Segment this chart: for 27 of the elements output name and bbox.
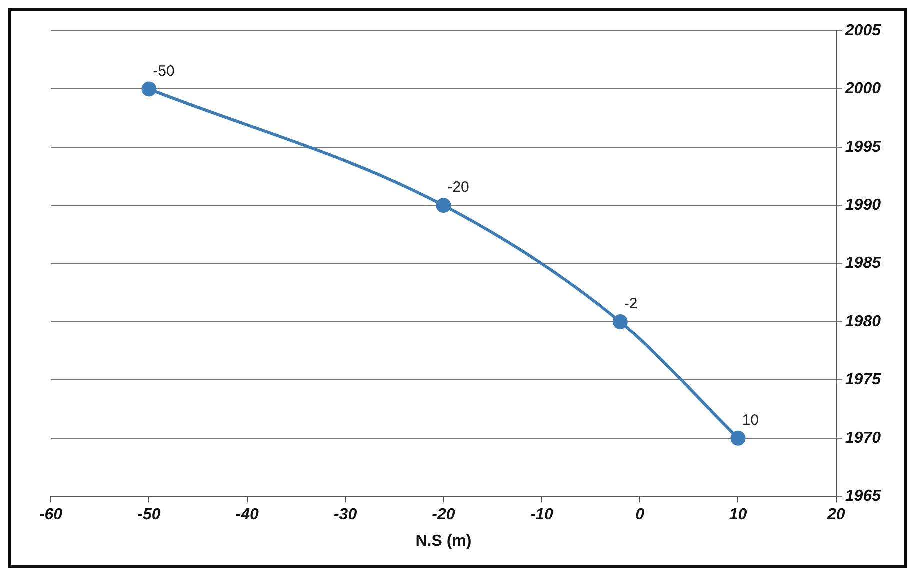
x-tick-label: -60 xyxy=(39,506,63,524)
x-tick-label: -40 xyxy=(236,506,260,524)
x-tick-label: -10 xyxy=(530,506,554,524)
y-tick-label: 1990 xyxy=(845,197,882,214)
point xyxy=(612,314,628,330)
y-tick-label: 1965 xyxy=(845,488,882,506)
annotation: 10 xyxy=(742,412,759,430)
annotation: -50 xyxy=(153,62,175,80)
y-tick-label: 1975 xyxy=(845,372,882,389)
y-tick-label: 2005 xyxy=(844,22,882,40)
annotation: -2 xyxy=(624,296,638,313)
x-tick-label: -50 xyxy=(138,506,161,524)
y-tick-label: 1995 xyxy=(845,138,882,156)
x-tick-label: -20 xyxy=(432,506,456,524)
point xyxy=(730,430,746,446)
x-tick-label: 0 xyxy=(636,506,645,524)
x-tick-label: 20 xyxy=(826,506,846,524)
y-tick-label: 1985 xyxy=(845,255,882,272)
point xyxy=(436,198,452,214)
y-tick-label: 1980 xyxy=(845,313,882,330)
y-tick-label: 2000 xyxy=(844,80,882,98)
x-tick-label: -30 xyxy=(334,506,358,524)
point xyxy=(142,82,157,97)
x-tick-label: 10 xyxy=(729,506,748,524)
x-axis-title: N.S (m) xyxy=(416,532,472,550)
annotation: -20 xyxy=(448,179,470,196)
y-tick-label: 1970 xyxy=(845,430,882,447)
